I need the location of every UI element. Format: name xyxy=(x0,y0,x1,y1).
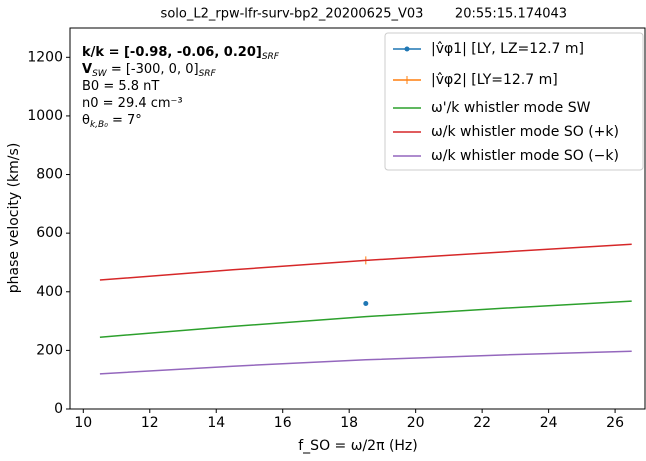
annotation: k/k = [-0.98, -0.06, 0.20]SRF xyxy=(82,45,280,62)
y-tick-label: 1000 xyxy=(27,108,63,124)
annotation-text: n0 = 29.4 cm⁻³ xyxy=(82,96,183,111)
y-tick-label: 600 xyxy=(36,225,63,241)
chart-title: solo_L2_rpw-lfr-surv-bp2_20200625_V03 xyxy=(161,7,424,22)
x-tick-label: 22 xyxy=(473,415,491,431)
x-tick-label: 16 xyxy=(274,415,292,431)
annotation-sub: SRF xyxy=(262,52,280,62)
point xyxy=(363,300,369,306)
point xyxy=(403,76,411,84)
annotation-text: B0 = 5.8 nT xyxy=(82,79,159,94)
series-line xyxy=(99,300,632,338)
y-tick-label: 200 xyxy=(36,342,63,358)
legend-label: ω/k whistler mode SO (+k) xyxy=(431,124,619,140)
point xyxy=(404,46,410,52)
annotation-text: = [-300, 0, 0] xyxy=(107,62,199,77)
chart-subtitle: 20:55:15.174043 xyxy=(455,7,567,22)
series-line xyxy=(99,350,632,375)
legend-box xyxy=(384,32,644,171)
series-line xyxy=(99,243,632,281)
y-tick-label: 800 xyxy=(36,167,63,183)
legend-label: ω/k whistler mode SO (−k) xyxy=(431,148,619,164)
legend-label: ω'/k whistler mode SW xyxy=(431,100,591,116)
annotation-sub: k,B₀ xyxy=(90,120,108,130)
annotation-sub: SRF xyxy=(199,69,217,79)
annotation-text: θ xyxy=(82,113,90,128)
x-tick-label: 20 xyxy=(407,415,425,431)
plot-frame xyxy=(69,27,646,410)
x-tick-label: 24 xyxy=(540,415,558,431)
x-tick-label: 18 xyxy=(340,415,358,431)
x-axis-label: f_SO = ω/2π (Hz) xyxy=(298,438,418,454)
y-tick-label: 0 xyxy=(54,401,63,417)
x-tick-label: 14 xyxy=(207,415,225,431)
annotation: n0 = 29.4 cm⁻³ xyxy=(82,96,183,111)
x-tick-label: 12 xyxy=(141,415,159,431)
annotation-text: V xyxy=(82,62,92,77)
annotation-sub: SW xyxy=(92,69,108,79)
annotation: B0 = 5.8 nT xyxy=(82,79,159,94)
legend-label: |v̂φ1| [LY, LZ=12.7 m] xyxy=(431,41,584,57)
y-axis-label: phase velocity (km/s) xyxy=(6,143,22,294)
y-tick-label: 400 xyxy=(36,284,63,300)
annotation-text: = 7° xyxy=(108,113,142,128)
x-tick-label: 26 xyxy=(606,415,624,431)
y-tick-label: 1200 xyxy=(27,49,63,65)
x-tick-label: 10 xyxy=(74,415,92,431)
legend-label: |v̂φ2| [LY=12.7 m] xyxy=(431,72,558,88)
annotation: θk,B₀ = 7° xyxy=(82,113,142,130)
annotation: VSW = [-300, 0, 0]SRF xyxy=(82,62,217,79)
annotation-text: k/k = [-0.98, -0.06, 0.20] xyxy=(82,45,262,60)
